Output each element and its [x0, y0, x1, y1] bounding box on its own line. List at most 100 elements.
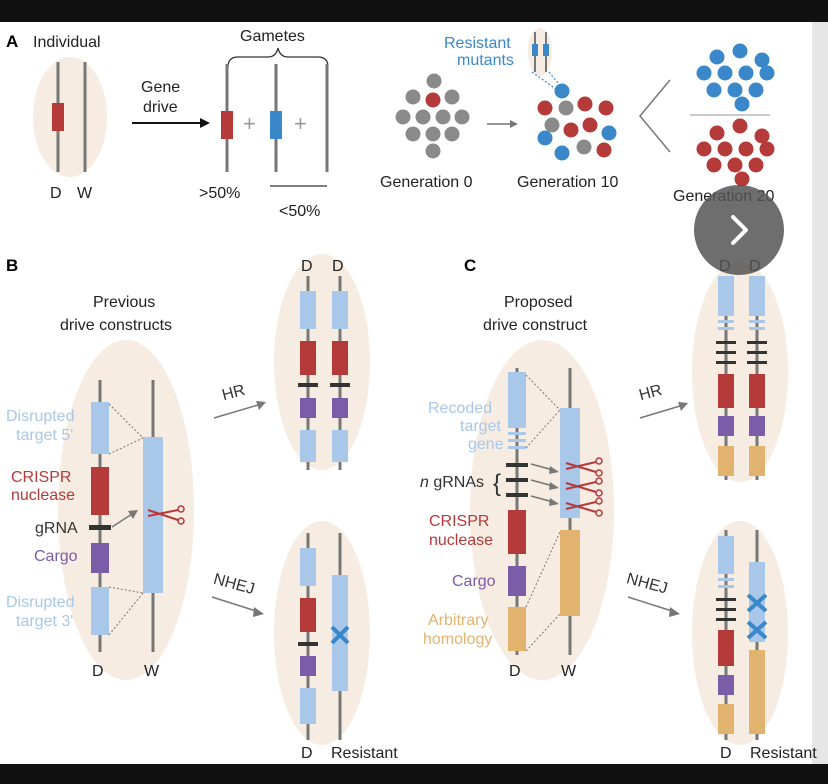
c-nhej-arrowhead [669, 607, 680, 617]
population-dot [577, 96, 593, 112]
b-crispr-block [91, 467, 109, 515]
drive-allele [52, 103, 64, 131]
b-hr-3-block-2 [332, 430, 348, 462]
c-recoded-stripe-2 [508, 439, 526, 442]
b-mutation-x-icon [330, 625, 350, 645]
c-hr-label: HR [637, 382, 664, 404]
c-nhej-resistant-homology [749, 650, 765, 734]
b-crispr-label-1: CRISPR [11, 469, 71, 486]
b-hr-arrow [213, 404, 259, 419]
next-button-circle[interactable] [694, 185, 784, 275]
panel-c: C Proposed drive construct [420, 256, 817, 762]
c-nhej-stripe-1 [718, 578, 734, 581]
b-nhej-arrowhead [253, 607, 264, 617]
gametes-brace [227, 47, 329, 68]
c-hr-crispr-2 [749, 374, 765, 408]
resistant-mutants-label-2: mutants [457, 52, 514, 69]
c-hr-crispr-1 [718, 374, 734, 408]
population-dot [727, 157, 743, 173]
population-dot [425, 126, 441, 142]
b-hr-5-block-2 [332, 291, 348, 329]
c-grna-arrows [530, 463, 559, 506]
b-nhej-3-block [300, 688, 316, 724]
gamete-drive-allele [221, 111, 233, 139]
c-recoded-stripe-3 [508, 446, 526, 449]
c-d-label: D [509, 663, 521, 680]
population-dot [734, 171, 750, 187]
population-dot [425, 92, 441, 108]
population-dot [415, 109, 431, 125]
over-50-label: >50% [199, 185, 240, 202]
population-dot [748, 157, 764, 173]
panel-c-label: C [464, 256, 476, 275]
population-dot [759, 141, 775, 157]
b-homology-line-3 [108, 586, 144, 594]
population-dot [759, 65, 775, 81]
gamete-resistant-allele [270, 111, 282, 139]
b-hr-crispr-block-1 [300, 341, 316, 375]
gene-drive-arrowhead [200, 118, 210, 128]
panel-a-label: A [6, 32, 18, 51]
b-disrupted-5-block [91, 402, 109, 454]
c-hr-arrow [639, 405, 681, 419]
population-dot [537, 100, 553, 116]
c-grnas-n: n [420, 474, 429, 491]
b-nhej-ellipse [274, 521, 370, 745]
c-hr-stripe-2a [749, 320, 765, 323]
c-homology-line-1 [525, 374, 561, 411]
b-nhej-d-label: D [301, 745, 313, 762]
c-grna-mark-3 [506, 493, 528, 497]
population-dot [727, 82, 743, 98]
population-dot [563, 122, 579, 138]
gene-drive-label-1: Gene [141, 79, 180, 96]
c-nhej-grna-2 [716, 608, 736, 611]
c-homology-line-4 [525, 613, 561, 652]
c-grnas-text: gRNAs [429, 474, 484, 491]
population-dot [596, 142, 612, 158]
population-dot [537, 130, 553, 146]
population-dot [405, 89, 421, 105]
c-w-target-block [560, 408, 580, 518]
b-d-label: D [92, 663, 104, 680]
population-dot [426, 73, 442, 89]
b-nhej-crispr-block [300, 598, 316, 632]
b-hr-d-label-1: D [301, 258, 313, 275]
b-hr-5-block-1 [300, 291, 316, 329]
b-hr-cargo-1 [300, 398, 316, 418]
b-hr-3-block-1 [300, 430, 316, 462]
population-dot [717, 141, 733, 157]
c-recoded-stripe-1 [508, 432, 526, 435]
population-dot [709, 125, 725, 141]
panel-b-title-2: drive constructs [60, 317, 172, 334]
b-cargo-label: Cargo [34, 548, 78, 565]
c-hr-grna-1b [716, 351, 736, 354]
b-resistant-label: Resistant [331, 745, 398, 762]
b-w-label: W [144, 663, 160, 680]
b-grna-arrow [111, 513, 133, 528]
b-disrupted-3-block [91, 587, 109, 635]
c-nhej-grna-1 [716, 598, 736, 601]
c-hr-stripe-2b [749, 327, 765, 330]
population-dot [754, 128, 770, 144]
resistant-mutants-label-1: Resistant [444, 35, 511, 52]
c-hr-cargo-2 [749, 416, 765, 436]
b-disrupted-3-label-2: target 3' [16, 613, 73, 630]
chevron-right-icon[interactable] [731, 215, 748, 245]
population-dot [717, 65, 733, 81]
generation-0-population [395, 73, 470, 159]
population-dot [732, 118, 748, 134]
c-resistant-label: Resistant [750, 745, 817, 762]
population-dot [554, 83, 570, 99]
c-hr-grna-2b [747, 351, 767, 354]
c-hr-homology-2 [749, 446, 765, 476]
mutant-inset-allele-2 [543, 44, 549, 56]
population-dot [554, 145, 570, 161]
population-dot [444, 126, 460, 142]
c-homology-line-2 [525, 409, 561, 449]
c-nhej-homology [718, 704, 734, 734]
next-slide-button[interactable] [694, 185, 784, 275]
c-nhej-cargo [718, 675, 734, 695]
c-recoded-label-1: Recoded [428, 400, 492, 417]
split-arrow [639, 79, 671, 153]
